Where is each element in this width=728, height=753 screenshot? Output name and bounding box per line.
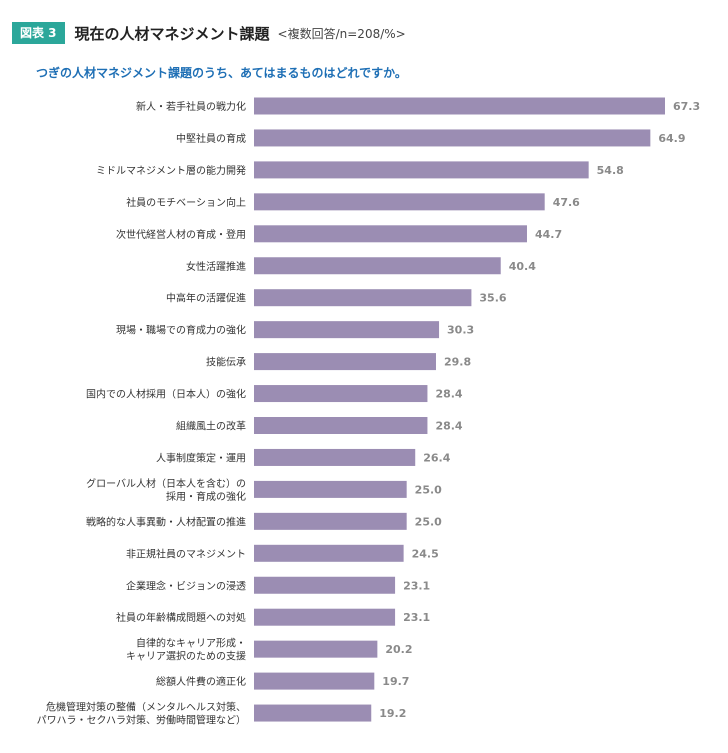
category-label: 国内での人材採用（日本人）の強化 [86,388,246,401]
bar [254,480,407,498]
bar [254,608,396,626]
category-label-line: 企業理念・ビジョンの浸透 [126,579,246,592]
value-label: 64.9 [658,132,685,145]
value-label: 28.4 [435,420,462,433]
figure-badge: 図表 3 [12,22,65,44]
value-label: 35.6 [479,292,506,305]
category-label-line: 採用・育成の強化 [166,490,246,503]
figure-title: 現在の人材マネジメント課題 [74,24,270,43]
category-label-line: パワハラ・セクハラ対策、労働時間管理など） [37,714,246,727]
bar [254,353,436,371]
category-label: 組織風土の改革 [176,420,246,433]
bar [254,321,440,339]
category-label-line: 総額人件費の適正化 [156,675,246,688]
category-label: 中高年の活躍促進 [166,292,246,305]
value-label: 20.2 [385,643,412,656]
bar [254,225,527,243]
category-label: 戦略的な人事異動・人材配置の推進 [86,515,246,528]
bar [254,289,472,307]
category-label-line: 中堅社員の育成 [176,132,246,145]
value-label: 19.7 [382,675,409,688]
value-label: 40.4 [509,260,536,273]
figure-note: <複数回答/n=208/%> [277,26,406,41]
bar [254,576,396,594]
category-label: 自律的なキャリア形成・キャリア選択のための支援 [126,637,246,663]
category-label: 人事制度策定・運用 [156,451,246,464]
figure-header: 図表 3 現在の人材マネジメント課題 <複数回答/n=208/%> [12,20,406,46]
bar-chart: 新人・若手社員の戦力化 67.3 中堅社員の育成 64.9 ミドルマネジメント層の能力開… [37,97,700,727]
value-label: 44.7 [535,228,562,241]
bar [254,385,428,403]
bar [254,544,404,562]
category-label-line: 戦略的な人事異動・人材配置の推進 [86,515,246,528]
bar [254,129,651,147]
category-label-line: キャリア選択のための支援 [126,650,246,663]
category-label-line: 社員のモチベーション向上 [126,196,246,209]
category-label: 総額人件費の適正化 [156,675,246,688]
bar [254,257,501,275]
survey-question: つぎの人材マネジメント課題のうち、あてはまるものはどれですか。 [36,66,407,80]
value-label: 23.1 [403,579,430,592]
value-label: 67.3 [673,100,700,113]
category-label-line: 次世代経営人材の育成・登用 [116,228,246,241]
category-label-line: 女性活躍推進 [186,260,246,273]
category-label-line: 現場・職場での育成力の強化 [116,324,246,337]
value-label: 23.1 [403,611,430,624]
bar [254,640,378,658]
category-label: 非正規社員のマネジメント [126,547,246,560]
category-label-line: 自律的なキャリア形成・ [136,637,246,650]
bar [254,704,372,722]
category-label: 社員のモチベーション向上 [126,196,246,209]
category-label: 企業理念・ビジョンの浸透 [126,579,246,592]
value-label: 28.4 [435,388,462,401]
category-label: 社員の年齢構成問題への対処 [116,611,246,624]
category-label-line: 中高年の活躍促進 [166,292,246,305]
value-label: 47.6 [553,196,580,209]
category-label: 新人・若手社員の戦力化 [136,100,246,113]
value-label: 29.8 [444,356,471,369]
category-label-line: 組織風土の改革 [176,420,246,433]
value-label: 25.0 [415,515,442,528]
value-label: 25.0 [415,483,442,496]
category-label-line: ミドルマネジメント層の能力開発 [96,164,246,177]
category-label: ミドルマネジメント層の能力開発 [96,164,246,177]
category-label-line: 国内での人材採用（日本人）の強化 [86,388,246,401]
category-label-line: 技能伝承 [206,356,246,369]
category-label-line: グローバル人材（日本人を含む）の [86,477,246,490]
category-label: 中堅社員の育成 [176,132,246,145]
category-label: 女性活躍推進 [186,260,246,273]
bar [254,448,416,466]
category-label: 危機管理対策の整備（メンタルヘルス対策、パワハラ・セクハラ対策、労働時間管理など… [37,701,246,727]
bar [254,193,545,211]
category-label: グローバル人材（日本人を含む）の採用・育成の強化 [86,477,246,503]
category-label-line: 新人・若手社員の戦力化 [136,100,246,113]
value-label: 30.3 [447,324,474,337]
bar [254,417,428,434]
value-label: 24.5 [412,547,439,560]
category-label: 次世代経営人材の育成・登用 [116,228,246,241]
value-label: 26.4 [423,451,450,464]
value-label: 54.8 [597,164,624,177]
bar [254,97,665,115]
category-label: 現場・職場での育成力の強化 [116,324,246,337]
bar [254,161,589,179]
category-label-line: 人事制度策定・運用 [156,451,246,464]
bar [254,672,375,690]
value-label: 19.2 [379,707,406,720]
bar [254,512,407,530]
category-label-line: 危機管理対策の整備（メンタルヘルス対策、 [46,701,246,714]
category-label: 技能伝承 [206,356,246,369]
category-label-line: 非正規社員のマネジメント [126,547,246,560]
category-label-line: 社員の年齢構成問題への対処 [116,611,246,624]
